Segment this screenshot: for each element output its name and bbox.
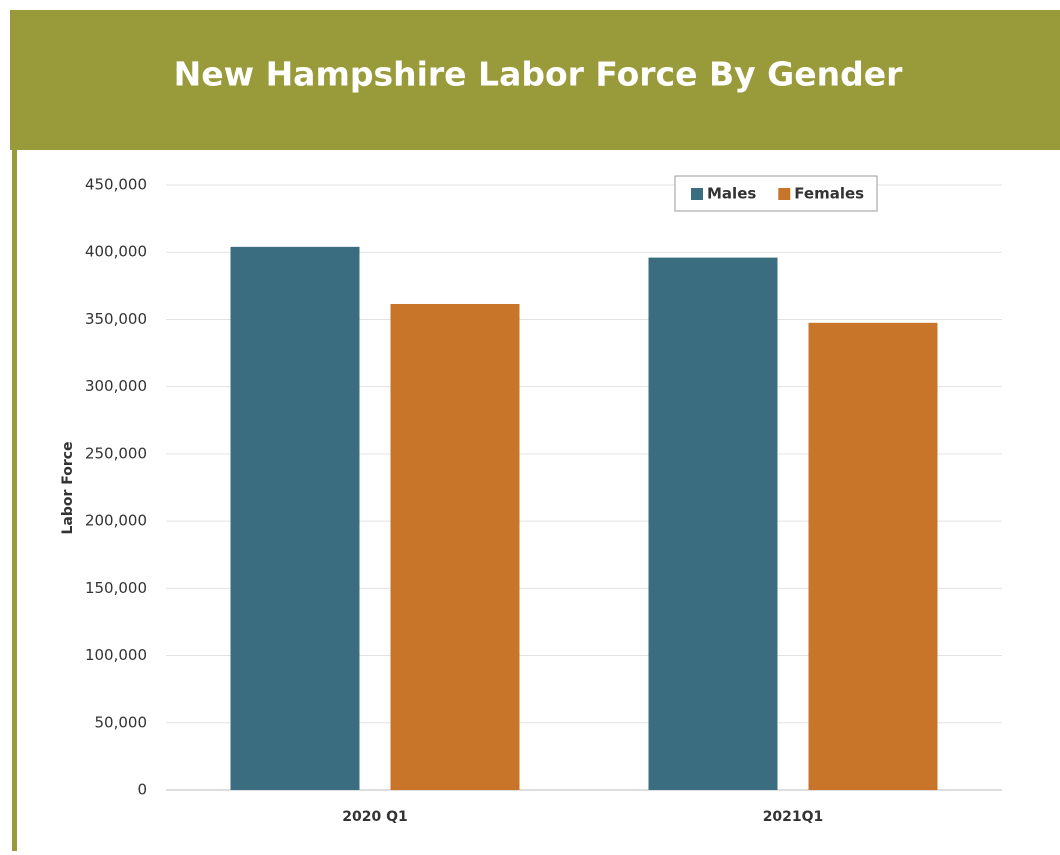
- header-band: [10, 10, 1060, 150]
- y-tick-label: 400,000: [85, 243, 147, 261]
- y-tick-label: 200,000: [85, 512, 147, 530]
- x-tick-label: 2021Q1: [763, 809, 824, 825]
- bar: [648, 257, 778, 791]
- x-tick-label: 2020 Q1: [342, 809, 407, 825]
- legend-swatch: [691, 188, 703, 200]
- legend-label: Females: [794, 185, 864, 203]
- y-tick-label: 300,000: [85, 377, 147, 395]
- chart-title: New Hampshire Labor Force By Gender: [174, 55, 904, 94]
- y-tick-label: 150,000: [85, 579, 147, 597]
- bar: [390, 303, 520, 790]
- y-tick-label: 250,000: [85, 444, 147, 462]
- legend-box: [674, 175, 878, 212]
- bar: [808, 322, 938, 790]
- left-border: [12, 150, 17, 851]
- y-tick-label: 100,000: [85, 646, 147, 664]
- y-tick-label: 450,000: [85, 176, 147, 194]
- y-tick-label: 0: [137, 781, 147, 799]
- y-tick-label: 50,000: [95, 713, 148, 731]
- legend-label: Males: [707, 185, 756, 203]
- bar: [230, 246, 360, 790]
- y-axis-label: Labor Force: [60, 441, 76, 534]
- y-tick-label: 350,000: [85, 310, 147, 328]
- legend-swatch: [778, 188, 791, 200]
